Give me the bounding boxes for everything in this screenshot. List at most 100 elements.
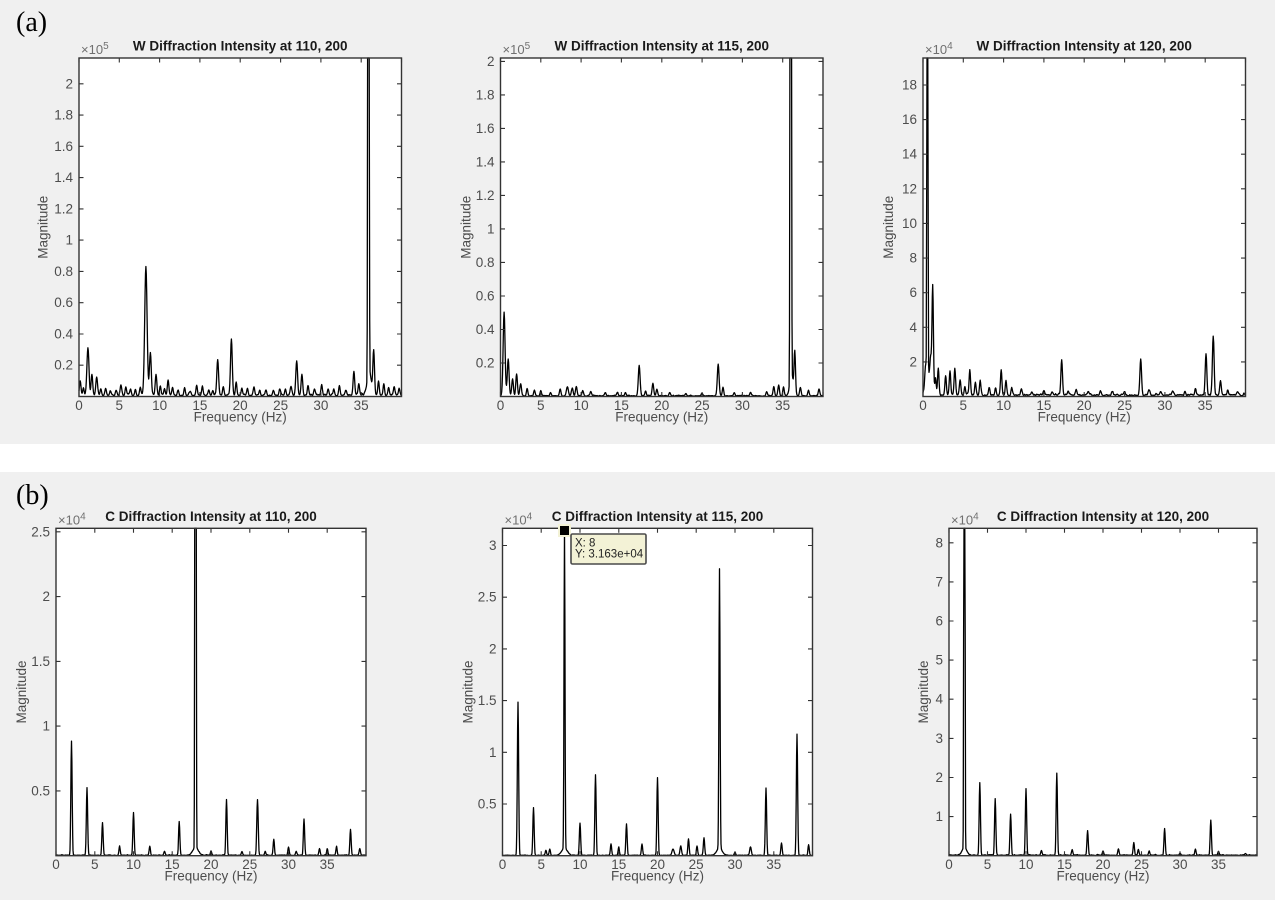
svg-text:Magnitude: Magnitude [461, 660, 476, 723]
svg-text:C Diffraction Intensity at 120: C Diffraction Intensity at 120, 200 [997, 509, 1209, 524]
svg-text:1.5: 1.5 [31, 654, 50, 669]
svg-text:35: 35 [354, 398, 369, 413]
svg-text:0: 0 [75, 398, 83, 413]
svg-text:20: 20 [203, 857, 218, 872]
svg-text:Frequency (Hz): Frequency (Hz) [194, 410, 287, 425]
svg-text:35: 35 [766, 857, 781, 872]
svg-text:W Diffraction Intensity at 110: W Diffraction Intensity at 110, 200 [133, 39, 348, 54]
svg-text:X: 8: X: 8 [575, 538, 595, 550]
svg-text:20: 20 [233, 398, 248, 413]
svg-text:×104: ×104 [58, 511, 86, 527]
svg-text:16: 16 [902, 112, 917, 127]
svg-text:Frequency (Hz): Frequency (Hz) [611, 869, 704, 884]
svg-text:C Diffraction Intensity at 115: C Diffraction Intensity at 115, 200 [552, 509, 764, 524]
svg-text:10: 10 [902, 216, 917, 231]
svg-text:×104: ×104 [951, 511, 979, 527]
svg-text:7: 7 [935, 574, 943, 589]
svg-text:30: 30 [281, 857, 296, 872]
svg-text:Frequency (Hz): Frequency (Hz) [1056, 869, 1149, 884]
svg-text:0: 0 [497, 398, 505, 413]
svg-text:Magnitude: Magnitude [916, 660, 931, 723]
svg-text:20: 20 [654, 398, 669, 413]
svg-text:2.5: 2.5 [478, 590, 497, 605]
svg-text:10: 10 [572, 857, 587, 872]
svg-text:C Diffraction Intensity at 110: C Diffraction Intensity at 110, 200 [105, 509, 317, 524]
svg-text:25: 25 [1117, 398, 1132, 413]
svg-text:1.6: 1.6 [54, 139, 73, 154]
svg-text:15: 15 [611, 857, 626, 872]
svg-text:3: 3 [935, 731, 943, 746]
svg-text:0.8: 0.8 [476, 255, 495, 270]
svg-text:20: 20 [1095, 857, 1110, 872]
svg-text:0.5: 0.5 [31, 783, 50, 798]
svg-text:25: 25 [689, 857, 704, 872]
svg-text:1.2: 1.2 [54, 201, 73, 216]
svg-text:0: 0 [52, 857, 60, 872]
svg-text:0: 0 [499, 857, 507, 872]
svg-text:35: 35 [1211, 857, 1226, 872]
svg-text:10: 10 [574, 398, 589, 413]
svg-text:Magnitude: Magnitude [36, 196, 51, 259]
svg-text:20: 20 [1077, 398, 1092, 413]
svg-text:5: 5 [984, 857, 992, 872]
svg-text:Y: 3.163e+04: Y: 3.163e+04 [575, 549, 644, 561]
svg-text:Frequency (Hz): Frequency (Hz) [615, 410, 708, 425]
svg-text:5: 5 [935, 653, 943, 668]
svg-text:×105: ×105 [81, 41, 109, 57]
svg-text:2: 2 [65, 76, 73, 91]
svg-text:15: 15 [165, 857, 180, 872]
svg-text:35: 35 [775, 398, 790, 413]
svg-text:25: 25 [1134, 857, 1149, 872]
svg-text:1.6: 1.6 [476, 121, 495, 136]
svg-text:W Diffraction Intensity at 115: W Diffraction Intensity at 115, 200 [555, 39, 770, 54]
svg-text:1.8: 1.8 [476, 87, 495, 102]
svg-text:10: 10 [996, 398, 1011, 413]
svg-text:2: 2 [935, 770, 943, 785]
svg-text:5: 5 [537, 398, 545, 413]
svg-text:0: 0 [945, 857, 953, 872]
svg-text:1: 1 [42, 719, 50, 734]
svg-text:1.2: 1.2 [476, 188, 495, 203]
svg-text:6: 6 [909, 285, 917, 300]
svg-text:30: 30 [1157, 398, 1172, 413]
svg-text:Magnitude: Magnitude [881, 196, 896, 259]
svg-text:Frequency (Hz): Frequency (Hz) [164, 869, 257, 884]
svg-text:10: 10 [152, 398, 167, 413]
svg-text:0.2: 0.2 [54, 358, 73, 373]
svg-text:0.8: 0.8 [54, 264, 73, 279]
svg-text:1: 1 [935, 809, 943, 824]
svg-text:5: 5 [960, 398, 968, 413]
svg-text:30: 30 [313, 398, 328, 413]
svg-text:35: 35 [1198, 398, 1213, 413]
svg-text:3: 3 [489, 538, 497, 553]
svg-text:8: 8 [909, 251, 917, 266]
svg-text:15: 15 [1057, 857, 1072, 872]
svg-text:14: 14 [902, 147, 918, 162]
svg-text:0.4: 0.4 [476, 322, 495, 337]
svg-text:30: 30 [727, 857, 742, 872]
svg-text:×104: ×104 [925, 41, 953, 57]
svg-text:0.4: 0.4 [54, 327, 73, 342]
svg-text:2.5: 2.5 [31, 524, 50, 539]
svg-text:25: 25 [242, 857, 257, 872]
svg-text:1.5: 1.5 [478, 693, 497, 708]
svg-text:1.4: 1.4 [476, 154, 495, 169]
svg-text:4: 4 [935, 692, 943, 707]
svg-text:Magnitude: Magnitude [14, 660, 29, 723]
svg-text:2: 2 [489, 641, 497, 656]
svg-text:35: 35 [320, 857, 335, 872]
svg-text:2: 2 [42, 589, 50, 604]
svg-text:8: 8 [935, 535, 943, 550]
svg-text:6: 6 [935, 614, 943, 629]
svg-text:18: 18 [902, 78, 917, 93]
svg-text:1: 1 [487, 221, 495, 236]
svg-text:20: 20 [650, 857, 665, 872]
svg-text:5: 5 [91, 857, 99, 872]
svg-text:2: 2 [909, 354, 917, 369]
svg-text:1: 1 [65, 233, 73, 248]
svg-text:15: 15 [1036, 398, 1051, 413]
svg-text:10: 10 [1018, 857, 1033, 872]
svg-text:Frequency (Hz): Frequency (Hz) [1038, 410, 1131, 425]
svg-text:12: 12 [902, 181, 917, 196]
svg-text:0.5: 0.5 [478, 797, 497, 812]
